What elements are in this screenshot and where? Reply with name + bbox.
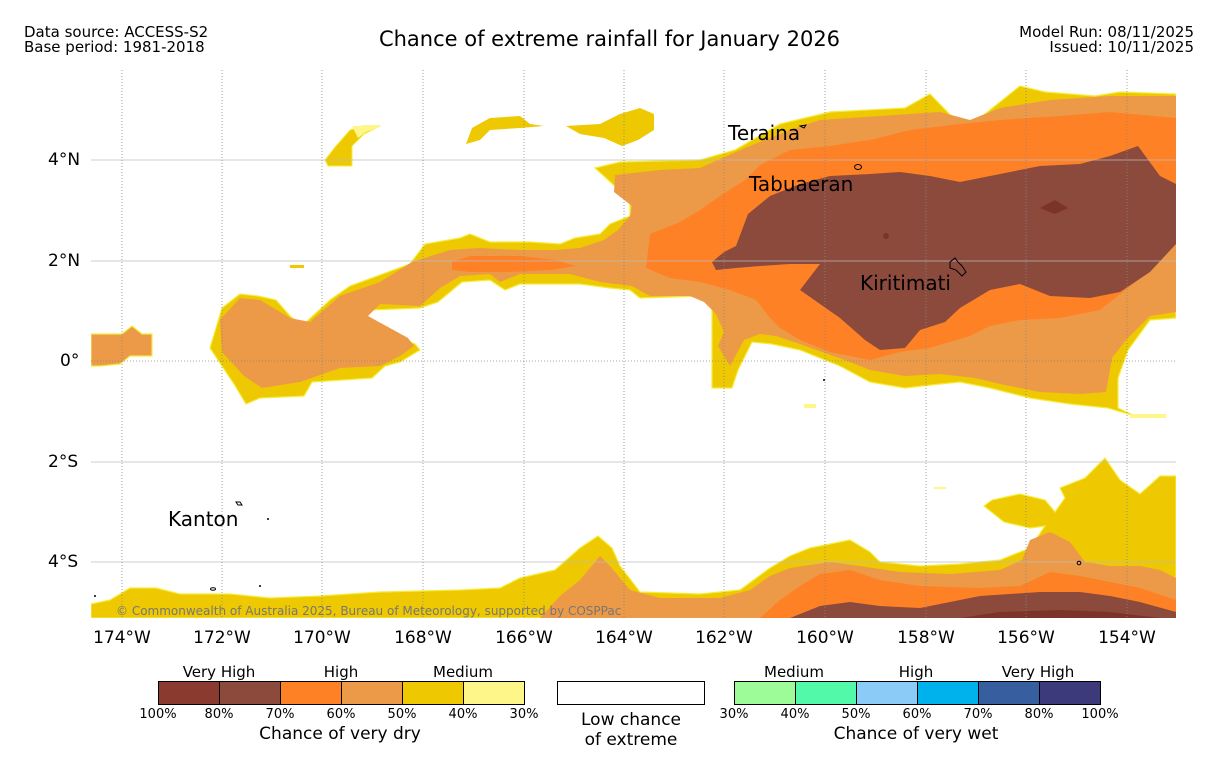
band-30-40-patch-d bbox=[934, 487, 946, 489]
place-label-kiritimati: Kiritimati bbox=[860, 271, 951, 295]
legend-wet-swatch bbox=[918, 682, 979, 704]
legend-wet-colorbar bbox=[734, 681, 1101, 705]
legend-dry-tick: 50% bbox=[387, 707, 417, 722]
place-label-tabuaeran: Tabuaeran bbox=[749, 172, 854, 196]
island-dot-d bbox=[823, 379, 825, 381]
lon-label: 156°W bbox=[997, 628, 1055, 648]
legend-dry-swatch bbox=[220, 682, 281, 704]
lat-label: 2°S bbox=[48, 452, 79, 472]
band-30-40-patch-c bbox=[1130, 414, 1166, 418]
legend-dry-colorbar bbox=[158, 681, 525, 705]
band-30-40-patch-a bbox=[352, 126, 382, 138]
lon-label: 164°W bbox=[595, 628, 653, 648]
map-title: Chance of extreme rainfall for January 2… bbox=[378, 27, 841, 51]
lon-label: 162°W bbox=[695, 628, 753, 648]
tabuaeran-outline bbox=[854, 164, 862, 170]
legend-dry-heading: Very High bbox=[182, 663, 256, 681]
legend-dry-heading: Medium bbox=[433, 663, 493, 681]
island-dot-c bbox=[94, 595, 96, 597]
graticule bbox=[91, 70, 1176, 618]
lon-label: 168°W bbox=[394, 628, 452, 648]
legend-wet-tick: 50% bbox=[841, 707, 871, 722]
legend-dry-swatch bbox=[342, 682, 403, 704]
legend-dry-tick: 80% bbox=[204, 707, 234, 722]
copyright-notice: © Commonwealth of Australia 2025, Bureau… bbox=[116, 604, 622, 618]
legend-low-chance-line1: Low chance bbox=[581, 710, 681, 730]
lon-label: 172°W bbox=[193, 628, 251, 648]
lat-label: 0° bbox=[60, 351, 80, 371]
kanton-outline bbox=[235, 501, 243, 506]
legend-dry-tick: 100% bbox=[139, 707, 177, 722]
legend-wet-heading: Very High bbox=[1001, 663, 1075, 681]
legend-dry-caption: Chance of very dry bbox=[259, 724, 421, 744]
island-outlines bbox=[210, 124, 1082, 591]
band-40-50-west-equator bbox=[91, 325, 153, 367]
legend-low-chance-swatch bbox=[557, 681, 705, 705]
legend-wet-tick: 40% bbox=[780, 707, 810, 722]
teraina-outline bbox=[798, 124, 808, 129]
legend-wet-tick: 70% bbox=[963, 707, 993, 722]
base-period-label: Base period: 1981-2018 bbox=[24, 38, 205, 56]
legend-dry-swatch bbox=[159, 682, 220, 704]
legend-low-chance-caption: Low chance of extreme bbox=[557, 710, 705, 750]
legend-wet-tick: 100% bbox=[1081, 707, 1119, 722]
band-40-50-patch-a bbox=[324, 125, 381, 167]
legend-wet-swatch bbox=[1040, 682, 1100, 704]
lon-label: 166°W bbox=[495, 628, 553, 648]
lon-label: 154°W bbox=[1098, 628, 1156, 648]
legend-wet-swatch bbox=[796, 682, 857, 704]
legend-dry-swatch bbox=[464, 682, 524, 704]
legend-wet-swatch bbox=[735, 682, 796, 704]
legend-wet-tick: 30% bbox=[719, 707, 749, 722]
island-dot-b bbox=[259, 585, 261, 587]
island-outline-b bbox=[1076, 560, 1082, 566]
model-run-label: Model Run: 08/11/2025 bbox=[1019, 23, 1194, 41]
legend-wet-tick: 80% bbox=[1024, 707, 1054, 722]
place-label-kanton: Kanton bbox=[168, 507, 239, 531]
legend-dry-tick: 40% bbox=[448, 707, 478, 722]
band-70-80-core bbox=[712, 146, 1176, 350]
band-60-70-west bbox=[452, 256, 576, 272]
band-80-100-south bbox=[960, 610, 1160, 618]
legend-wet-caption: Chance of very wet bbox=[833, 724, 999, 744]
issued-label: Issued: 10/11/2025 bbox=[1049, 38, 1194, 56]
legend-wet-swatch bbox=[857, 682, 918, 704]
lon-label: 170°W bbox=[293, 628, 351, 648]
kiritimati-outline bbox=[949, 257, 967, 277]
lon-label: 174°W bbox=[93, 628, 151, 648]
band-30-40-patch-b bbox=[804, 404, 816, 408]
legend-wet-tick: 60% bbox=[902, 707, 932, 722]
legend-dry-heading: High bbox=[323, 663, 359, 681]
legend-wet-heading: High bbox=[898, 663, 934, 681]
legend-wet-swatch bbox=[979, 682, 1040, 704]
legend-dry-swatch bbox=[281, 682, 342, 704]
lat-label: 4°N bbox=[48, 150, 81, 170]
island-dots bbox=[94, 379, 825, 597]
data-source-label: Data source: ACCESS-S2 bbox=[24, 23, 209, 41]
legend-dry-tick: 70% bbox=[265, 707, 295, 722]
band-80-100-spot bbox=[1040, 200, 1068, 214]
probability-shading bbox=[91, 85, 1176, 618]
island-outline-a bbox=[210, 587, 216, 591]
legend-dry-tick: 60% bbox=[326, 707, 356, 722]
band-40-50-patch-d bbox=[290, 265, 304, 268]
lon-label: 160°W bbox=[796, 628, 854, 648]
legend-dry-swatch bbox=[403, 682, 464, 704]
lat-label: 4°S bbox=[48, 552, 79, 572]
band-40-50-patch-c bbox=[566, 108, 654, 146]
lon-label: 158°W bbox=[897, 628, 955, 648]
legend-low-chance-line2: of extreme bbox=[584, 730, 678, 750]
legend-wet-heading: Medium bbox=[764, 663, 824, 681]
band-80-100-dot bbox=[883, 233, 889, 239]
legend-dry-tick: 30% bbox=[509, 707, 539, 722]
lat-label: 2°N bbox=[48, 251, 81, 271]
island-dot-a bbox=[267, 518, 269, 520]
place-label-teraina: Teraina bbox=[728, 121, 801, 145]
band-40-50-patch-b bbox=[466, 116, 544, 144]
